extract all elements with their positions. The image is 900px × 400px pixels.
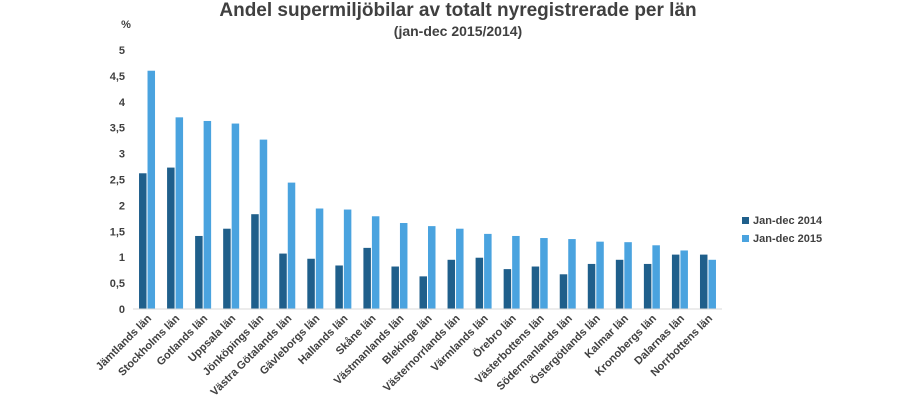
bar-2014 (223, 228, 231, 309)
bar-2015 (315, 208, 324, 309)
bar-2015 (596, 241, 604, 309)
bar-2015 (624, 242, 632, 309)
bar-2014 (139, 173, 147, 309)
bar-2014 (167, 167, 175, 309)
y-axis-unit-label: % (121, 19, 131, 31)
bar-2014 (671, 254, 680, 309)
bar-2015 (484, 233, 492, 309)
bar-2015 (428, 226, 436, 309)
bars (139, 70, 716, 309)
y-tick-label: 0,5 (110, 278, 125, 290)
chart-subtitle: (jan-dec 2015/2014) (394, 23, 522, 39)
bar-2014 (307, 258, 315, 309)
bar-2015 (708, 259, 716, 309)
y-tick-label: 0 (119, 304, 125, 316)
bar-2015 (568, 239, 576, 309)
bar-2015 (371, 216, 380, 309)
legend-label: Jan-dec 2015 (753, 233, 822, 245)
bar-2015 (343, 209, 352, 309)
y-tick-label: 3,5 (110, 123, 125, 135)
bar-2014 (643, 263, 652, 309)
chart-title: Andel supermiljöbilar av totalt nyregist… (219, 0, 696, 21)
y-tick-label: 1 (119, 252, 125, 264)
bar-2015 (680, 250, 688, 309)
bar-2015 (259, 139, 268, 309)
y-tick-label: 2,5 (110, 175, 125, 187)
y-tick-label: 3 (119, 149, 125, 161)
bar-2014 (531, 266, 540, 309)
y-tick-label: 5 (119, 45, 125, 57)
bar-2015 (652, 245, 660, 309)
bar-2015 (287, 182, 296, 309)
bar-2014 (503, 269, 512, 309)
y-tick-label: 2 (119, 200, 125, 212)
bar-2014 (251, 214, 259, 309)
bar-2014 (699, 254, 708, 309)
bar-2015 (399, 223, 408, 309)
bar-2015 (231, 123, 240, 309)
bar-2014 (279, 253, 287, 309)
y-tick-label: 4 (119, 97, 126, 109)
legend-label: Jan-dec 2014 (753, 215, 823, 227)
bar-2014 (335, 265, 343, 309)
bar-2015 (175, 117, 184, 309)
y-axis: 0 0,5 1 1,5 2 2,5 3 3,5 4 4,5 5 (110, 45, 126, 316)
bar-2014 (363, 247, 371, 309)
bar-2015 (456, 228, 464, 309)
bar-2014 (559, 274, 568, 309)
bar-2015 (540, 238, 548, 309)
bar-2014 (475, 257, 484, 309)
bar-2014 (447, 259, 456, 309)
bar-2014 (587, 263, 596, 309)
bar-2014 (419, 276, 427, 309)
bar-2015 (147, 70, 156, 309)
legend: Jan-dec 2014 Jan-dec 2015 (742, 215, 823, 245)
bar-2015 (203, 120, 212, 309)
bar-2014 (615, 259, 624, 309)
bar-2015 (512, 235, 520, 309)
bar-2014 (391, 266, 399, 309)
legend-swatch (742, 235, 749, 242)
y-tick-label: 1,5 (110, 226, 125, 238)
bar-2014 (195, 235, 203, 309)
y-tick-label: 4,5 (110, 71, 125, 83)
legend-swatch (742, 217, 749, 224)
